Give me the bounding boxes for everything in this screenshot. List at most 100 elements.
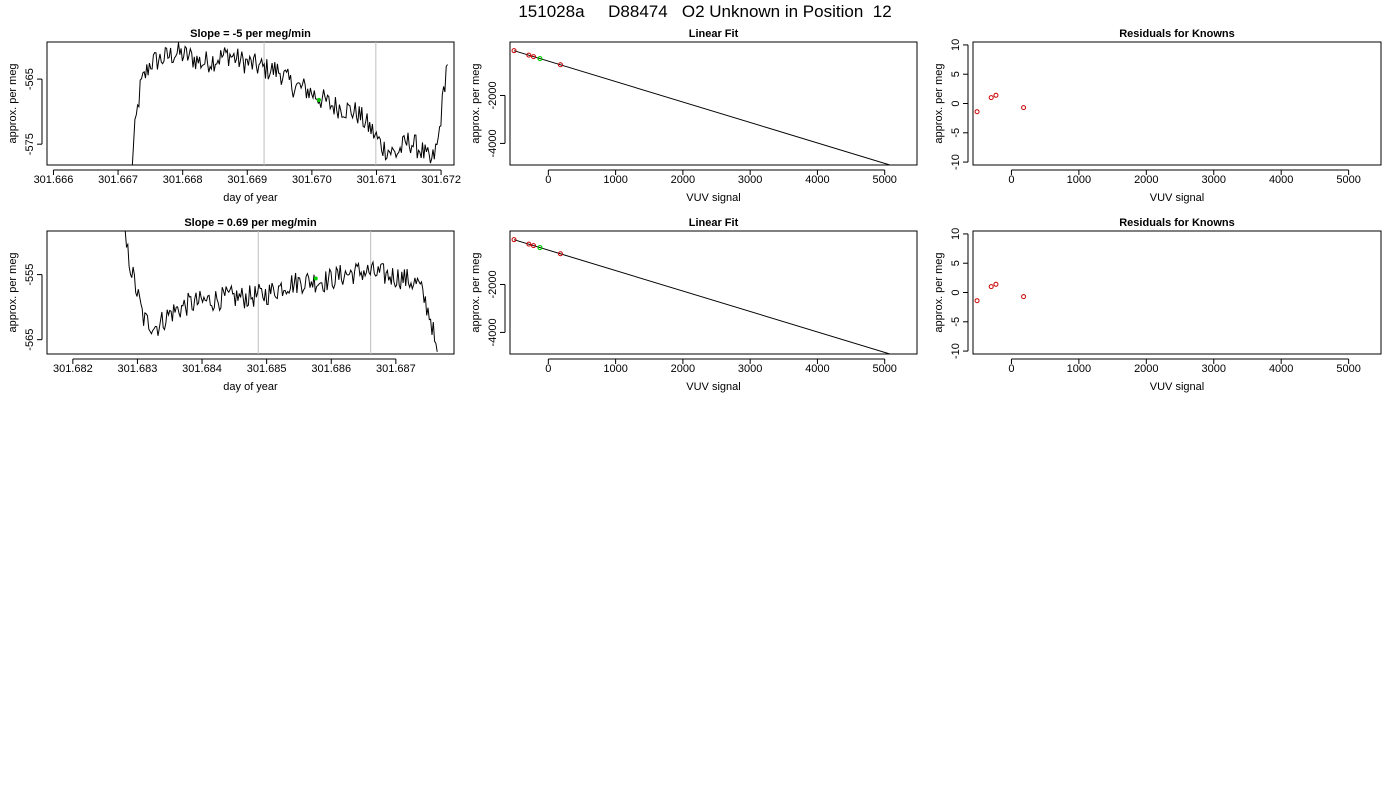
y-axis-label: approx. per meg <box>7 252 19 332</box>
plot-area <box>511 237 892 354</box>
y-axis-label: approx. per meg <box>933 63 945 143</box>
x-tick-label: 5000 <box>1336 363 1360 375</box>
chart-panel-6: Residuals for Knowns 0 1000 2000 3000 4000 500… <box>933 217 1382 393</box>
x-tick-label: 3000 <box>738 174 762 186</box>
x-tick-label: 301.671 <box>357 174 397 186</box>
chart-panel-4: Slope = 0.69 per meg/min 301.682 301.683 30… <box>7 217 455 393</box>
y-tick-label: -575 <box>24 133 36 155</box>
chart-panel-3: Residuals for Knowns 0 1000 2000 3000 4000 500… <box>933 28 1382 204</box>
x-tick-label: 301.668 <box>163 174 203 186</box>
known-point <box>526 52 532 58</box>
x-tick-label: 3000 <box>738 363 762 375</box>
residual-point <box>974 109 980 115</box>
y-axis-label: approx. per meg <box>933 252 945 332</box>
x-tick-label: 301.687 <box>376 363 416 375</box>
x-tick-label: 0 <box>545 174 551 186</box>
x-tick-label: 301.672 <box>421 174 461 186</box>
x-tick-label: 2000 <box>671 363 695 375</box>
x-tick-label: 301.670 <box>292 174 332 186</box>
x-tick-label: 4000 <box>1269 363 1293 375</box>
panel-title: Slope = -5 per meg/min <box>190 28 311 40</box>
y-tick-label: 5 <box>950 260 962 266</box>
y-tick-label: -565 <box>24 329 36 351</box>
y-tick-label: -565 <box>24 68 36 90</box>
residual-point <box>974 298 980 304</box>
panel-title: Residuals for Knowns <box>1119 28 1235 40</box>
residual-point <box>988 284 994 290</box>
x-tick-label: 1000 <box>603 363 627 375</box>
x-tick-label: 4000 <box>1269 174 1293 186</box>
chart-panel-1: Slope = -5 per meg/min 301.666 301.667 301.… <box>7 28 461 204</box>
y-tick-label: -10 <box>950 343 962 359</box>
known-point <box>511 48 517 54</box>
y-tick-label: -5 <box>950 128 962 138</box>
x-tick-label: 301.669 <box>227 174 267 186</box>
y-axis-label: approx. per meg <box>470 63 482 143</box>
plot-area <box>974 281 1027 304</box>
known-point <box>531 54 537 60</box>
figure-title: 151028a D88474 O2 Unknown in Position 12 <box>518 2 891 21</box>
x-tick-label: 3000 <box>1202 363 1226 375</box>
y-tick-label: -5 <box>950 317 962 327</box>
x-tick-label: 5000 <box>872 174 896 186</box>
x-tick-label: 1000 <box>1067 363 1091 375</box>
residual-point <box>993 92 999 98</box>
x-tick-label: 5000 <box>872 363 896 375</box>
y-tick-label: 5 <box>950 71 962 77</box>
x-tick-label: 1000 <box>1067 174 1091 186</box>
x-tick-label: 301.682 <box>53 363 93 375</box>
y-axis-label: approx. per meg <box>7 63 19 143</box>
unknown-marker <box>313 276 318 281</box>
x-tick-label: 1000 <box>603 174 627 186</box>
known-point <box>531 243 537 249</box>
x-axis-label: VUV signal <box>686 192 740 204</box>
known-point <box>557 251 563 257</box>
plot-area <box>124 231 438 354</box>
plot-area <box>511 48 892 165</box>
y-tick-label: -555 <box>24 264 36 286</box>
x-axis-label: day of year <box>223 381 278 393</box>
panel-title: Linear Fit <box>689 28 739 40</box>
x-tick-label: 301.667 <box>98 174 138 186</box>
x-tick-label: 2000 <box>1134 363 1158 375</box>
y-tick-label: 0 <box>950 100 962 106</box>
y-tick-label: 10 <box>950 228 962 240</box>
x-tick-label: 0 <box>1008 174 1014 186</box>
panel-title: Linear Fit <box>689 217 739 229</box>
known-point <box>557 62 563 68</box>
plot-frame <box>972 41 1382 166</box>
unknown-marker <box>316 97 321 102</box>
x-tick-label: 5000 <box>1336 174 1360 186</box>
y-tick-label: 0 <box>950 289 962 295</box>
x-tick-label: 4000 <box>805 174 829 186</box>
chart-panel-2: Linear Fit 0 1000 2000 3000 4000 5000 VUV signa… <box>470 28 918 204</box>
series-line <box>124 231 438 352</box>
fit-line <box>513 239 892 354</box>
plot-frame <box>509 230 918 355</box>
y-axis-label: approx. per meg <box>470 252 482 332</box>
y-tick-label: -2000 <box>487 270 499 298</box>
y-tick-label: -2000 <box>487 81 499 109</box>
known-point <box>526 241 532 247</box>
residual-point <box>988 95 994 101</box>
x-tick-label: 301.685 <box>247 363 287 375</box>
residual-point <box>1021 105 1027 111</box>
plot-area <box>974 92 1027 115</box>
x-axis-label: day of year <box>223 192 278 204</box>
unknown-point <box>537 55 543 62</box>
x-tick-label: 2000 <box>671 174 695 186</box>
panel-title: Slope = 0.69 per meg/min <box>184 217 317 229</box>
chart-panel-5: Linear Fit 0 1000 2000 3000 4000 5000 VUV signa… <box>470 217 918 393</box>
x-tick-label: 0 <box>1008 363 1014 375</box>
series-line <box>131 42 448 165</box>
unknown-point <box>537 244 543 251</box>
plot-area <box>131 42 448 165</box>
fit-line <box>513 50 892 165</box>
panels: Slope = -5 per meg/min 301.666 301.667 301.… <box>7 28 1382 393</box>
y-tick-label: 10 <box>950 39 962 51</box>
x-tick-label: 2000 <box>1134 174 1158 186</box>
x-tick-label: 301.666 <box>34 174 74 186</box>
plot-frame <box>972 230 1382 355</box>
plot-frame <box>46 230 455 355</box>
